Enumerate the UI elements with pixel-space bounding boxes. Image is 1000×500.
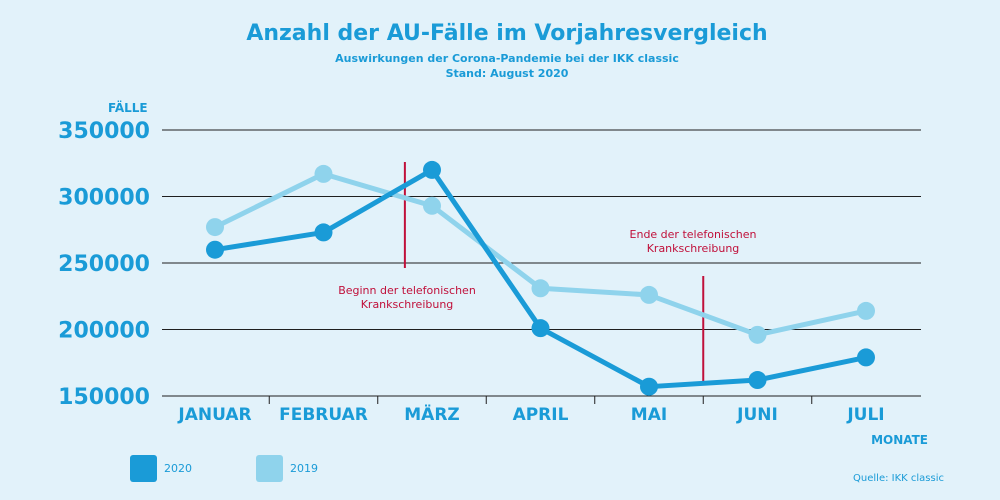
series-line-2020	[212, 167, 869, 390]
annotation-text: Krankschreibung	[361, 298, 454, 311]
data-point-2020	[423, 160, 441, 179]
x-tick-label: MÄRZ	[404, 403, 460, 425]
data-point-2020	[640, 377, 658, 396]
chart-title: Anzahl der AU-Fälle im Vorjahresvergleic…	[246, 21, 767, 46]
legend-swatch-2020	[130, 455, 157, 482]
x-tick-labels: JANUAR FEBRUAR MÄRZ APRIL MAI JUNI JULI	[177, 403, 884, 425]
x-tick-label: JANUAR	[177, 405, 251, 425]
legend-swatch-2019	[256, 455, 283, 482]
annotations: Beginn der telefonischenKrankschreibungE…	[338, 162, 757, 383]
x-tick-label: MAI	[631, 405, 667, 425]
series-line-2019	[212, 171, 869, 338]
data-point-2020	[531, 319, 550, 338]
y-tick-label: 300000	[58, 186, 150, 211]
grid-lines	[162, 129, 921, 404]
data-point-2019	[206, 218, 224, 237]
annotation-text: Ende der telefonischen	[630, 228, 757, 241]
series-layer	[206, 160, 875, 396]
chart-subtitle-line-2: Stand: August 2020	[446, 67, 569, 80]
data-point-2019	[640, 285, 658, 304]
x-tick-label: APRIL	[513, 405, 569, 425]
x-axis-label: MONATE	[871, 433, 928, 447]
y-tick-label: 150000	[58, 385, 150, 410]
y-tick-labels: 150000 200000 250000 300000 350000	[58, 119, 150, 410]
chart-subtitle-line-1: Auswirkungen der Corona-Pandemie bei der…	[335, 52, 679, 65]
data-point-2019	[857, 301, 875, 320]
data-point-2019	[423, 196, 441, 215]
legend-label-2020: 2020	[164, 462, 192, 475]
data-point-2020	[748, 371, 767, 390]
x-tick-label: JUNI	[736, 405, 778, 425]
annotation-text: Krankschreibung	[647, 242, 740, 255]
data-point-2020	[314, 223, 333, 242]
source-note: Quelle: IKK classic	[853, 473, 944, 484]
data-point-2019	[748, 325, 767, 344]
x-tick-label: JULI	[846, 405, 884, 425]
data-point-2020	[206, 240, 224, 259]
y-tick-label: 200000	[58, 319, 150, 344]
y-tick-label: 250000	[58, 252, 150, 277]
legend-label-2019: 2019	[290, 462, 318, 475]
annotation-text: Beginn der telefonischen	[338, 284, 476, 297]
data-point-2019	[531, 279, 550, 298]
y-tick-label: 350000	[58, 119, 150, 144]
data-point-2020	[857, 348, 875, 367]
data-point-2019	[314, 164, 333, 183]
y-axis-label: FÄLLE	[108, 100, 148, 115]
x-tick-label: FEBRUAR	[279, 405, 368, 425]
